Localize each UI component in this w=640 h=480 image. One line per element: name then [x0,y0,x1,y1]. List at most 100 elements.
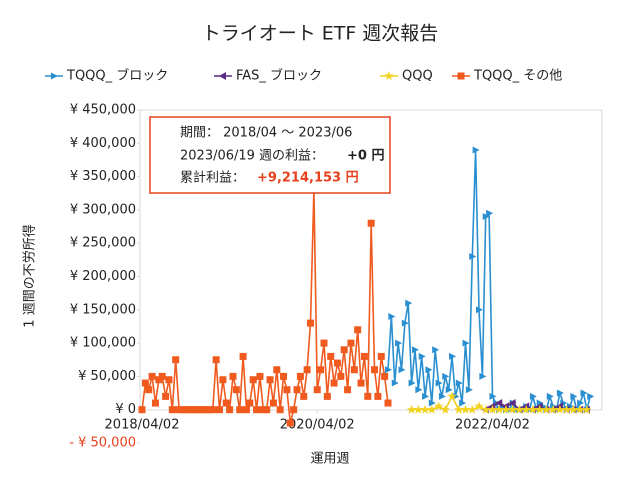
data-point [280,372,288,380]
data-point [364,392,372,400]
annotation-text: 2023/06/19 週の利益： [180,149,324,164]
data-point [418,352,426,360]
data-point [469,253,477,261]
data-point [222,399,230,407]
data-point [226,406,234,414]
data-point [575,404,585,414]
data-point [340,346,348,354]
y-tick-label: ¥ 300,000 [70,202,136,217]
data-point [408,379,416,387]
data-point [459,399,467,407]
data-point [507,404,518,414]
data-point [388,312,396,320]
series [138,186,392,427]
data-point [269,399,277,407]
data-point [350,366,358,374]
y-tick-label: ¥ 200,000 [70,269,136,284]
data-point [290,406,298,414]
data-point [327,352,335,360]
y-tick-label: ¥ 150,000 [70,302,136,317]
data-point [323,392,331,400]
data-point [51,72,58,80]
data-point [384,399,392,407]
series [385,146,595,414]
data-point [172,356,180,364]
data-point [333,359,341,367]
data-point [138,406,146,414]
data-point [266,376,274,384]
data-point [246,399,254,407]
data-point [561,404,572,414]
data-point [442,372,450,380]
data-point [555,404,565,414]
data-point [239,352,247,360]
data-point [501,404,511,414]
annotation-value: +0 円 [347,149,384,164]
data-point [209,406,217,414]
data-point [455,379,463,387]
data-point [337,372,345,380]
data-point [232,386,240,394]
data-point [229,372,237,380]
data-point [374,392,382,400]
data-point [317,366,325,374]
data-point [212,356,220,364]
data-point [411,346,419,354]
annotation-text: 累計利益： [180,170,245,186]
data-point [385,366,393,374]
data-point [494,404,504,414]
data-point [381,372,389,380]
data-point [168,406,176,414]
data-point [296,372,304,380]
data-point [151,399,159,407]
data-point [406,404,417,414]
data-point [320,339,328,347]
data-point [219,72,226,80]
x-axis-title: 運用週 [310,452,349,467]
data-point [435,379,443,387]
y-tick-label: ¥ 350,000 [70,169,136,184]
data-point [481,404,491,414]
data-point [428,399,436,407]
data-point [286,419,294,427]
series-line [387,149,591,412]
data-point [548,404,558,414]
data-point [529,392,537,400]
data-point [521,404,531,414]
data-point [141,379,149,387]
data-point [219,376,227,384]
data-point [528,404,538,414]
data-point [354,326,362,334]
data-point [420,404,430,414]
data-point [580,389,588,397]
data-point [391,379,399,387]
y-tick-label: ¥ 250,000 [70,236,136,251]
data-point [495,399,503,408]
data-point [306,319,314,327]
data-point [253,406,261,414]
data-point [457,72,465,80]
y-tick-label: ¥ 50,000 [78,369,136,384]
data-point [433,401,444,411]
legend-label: FAS_ ブロック [236,68,322,84]
data-point [367,219,375,227]
data-point [145,386,153,394]
data-point [472,146,480,154]
data-point [371,366,379,374]
data-point [486,209,494,217]
data-point [475,306,483,314]
data-point [462,339,470,347]
data-point [568,404,579,414]
y-tick-label: ¥ 100,000 [70,336,136,351]
data-point [460,404,471,414]
data-point [427,404,437,414]
legend-label: QQQ [402,69,433,84]
data-point [570,392,578,400]
data-point [474,401,484,411]
data-point [454,404,464,414]
series-line [141,189,389,424]
data-point [465,386,473,394]
data-point [357,379,365,387]
data-point [162,392,170,400]
